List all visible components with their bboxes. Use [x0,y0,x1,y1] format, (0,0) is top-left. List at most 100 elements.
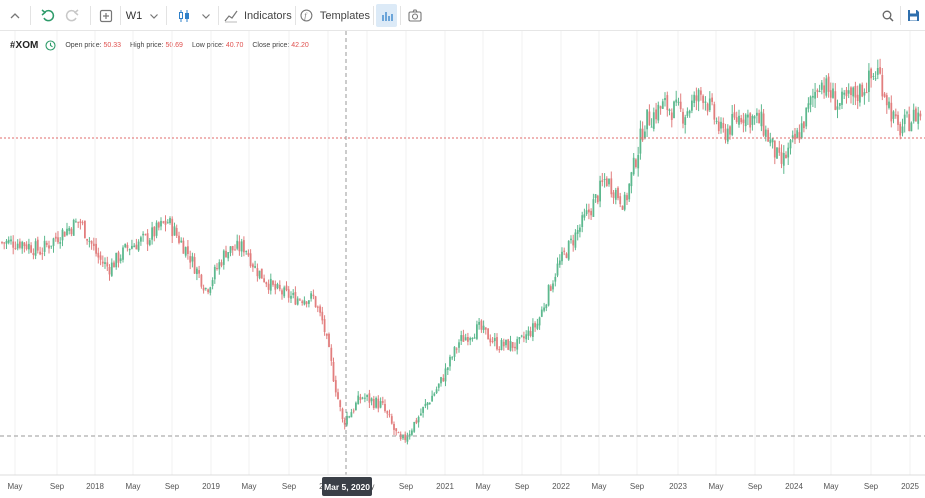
candle-body [650,126,653,128]
candle-body [644,131,646,139]
candle-body [45,242,48,245]
candle-body [794,133,796,140]
candle-body [776,147,778,159]
x-tick-label: Sep [515,482,530,491]
high-price-value: 50.69 [165,42,183,49]
candle-body [213,266,216,280]
chevron-down-icon[interactable] [198,4,214,27]
candle-body [368,393,371,403]
redo-icon[interactable] [62,4,82,27]
divider [30,6,31,25]
candle-body [444,368,447,382]
candle-body [619,196,622,205]
low-price-label: Low price: [191,42,224,49]
candle-body [23,242,26,247]
candle-body [780,152,783,164]
candle-body [19,241,21,248]
candle-body [258,270,261,279]
candle-body [433,393,436,396]
x-tick-label: Sep [282,482,297,491]
candle-body [66,228,68,235]
templates-icon: f [300,9,313,22]
candle-body [384,404,386,412]
candle-body [243,240,245,253]
open-price-value: 50.33 [103,42,122,49]
candle-body [381,401,384,403]
candle-body [518,337,521,340]
undo-icon[interactable] [38,4,58,27]
chevron-down-icon[interactable] [146,4,162,27]
collapse-up-icon[interactable] [6,4,24,27]
candle-body [169,218,171,223]
candle-body [79,221,82,223]
candle-body [357,395,360,405]
add-icon[interactable] [96,4,116,27]
candle-body [157,222,160,228]
candle-body [556,263,559,276]
x-tick-label: May [475,482,490,491]
candle-body [661,101,664,109]
candle-body [377,398,380,409]
x-tick-label: Sep [864,482,879,491]
candle-body [115,252,118,268]
candle-body [906,112,908,114]
candle-body [355,402,357,410]
candle-body [782,153,785,166]
candle-body [283,287,286,297]
candle-body [193,257,196,274]
candle-body [43,240,46,252]
x-tick-label: May [708,482,723,491]
candle-body [890,102,893,122]
x-tick-label: 2019 [202,482,220,491]
templates-button[interactable]: f Templates [300,4,370,27]
candle-body [881,75,884,97]
candle-body [581,215,584,227]
x-tick-label: May [591,482,606,491]
candle-body [81,222,84,224]
candle-body [428,403,431,404]
candle-body [312,294,315,297]
candle-body [572,240,575,246]
candle-body [133,245,136,248]
candle-body [68,228,71,231]
candle-body [854,86,857,98]
indicators-icon [224,10,238,22]
candle-body [375,397,377,408]
candle-body [870,68,872,79]
candle-body [41,253,44,255]
candle-body [462,335,465,342]
clock-icon[interactable] [45,40,56,51]
candle-body [677,101,680,103]
candle-body [673,101,675,119]
candle-body [117,252,120,263]
camera-icon[interactable] [405,4,425,27]
candle-body [520,335,523,337]
low-price-value: 40.70 [225,42,244,49]
candlestick-icon[interactable] [174,4,194,27]
candle-body [72,220,75,236]
candle-body [820,82,823,90]
candle-body [290,295,292,299]
candle-body [883,93,886,97]
candle-body [142,233,144,236]
x-tick-label: 2018 [86,482,104,491]
candle-body [28,243,30,250]
indicators-label: Indicators [244,9,292,22]
x-tick-label: 2024 [785,482,803,491]
bar-chart-icon[interactable] [376,4,397,27]
candle-body [845,89,848,97]
divider [90,6,91,25]
candle-body [825,78,828,96]
candle-body [545,304,548,309]
save-icon[interactable] [903,4,923,27]
search-icon[interactable] [878,4,898,27]
candle-body [451,357,454,359]
candle-body [32,253,35,255]
candle-body [12,241,15,248]
timeframe-selector[interactable]: W1 [125,9,143,22]
price-chart[interactable]: MaySep2018MaySep2019MaySep2020MaySep2021… [0,31,925,498]
candle-body [655,109,657,120]
indicators-button[interactable]: Indicators [224,4,292,27]
close-price-value: 42.20 [291,42,309,49]
candle-body [184,247,187,256]
